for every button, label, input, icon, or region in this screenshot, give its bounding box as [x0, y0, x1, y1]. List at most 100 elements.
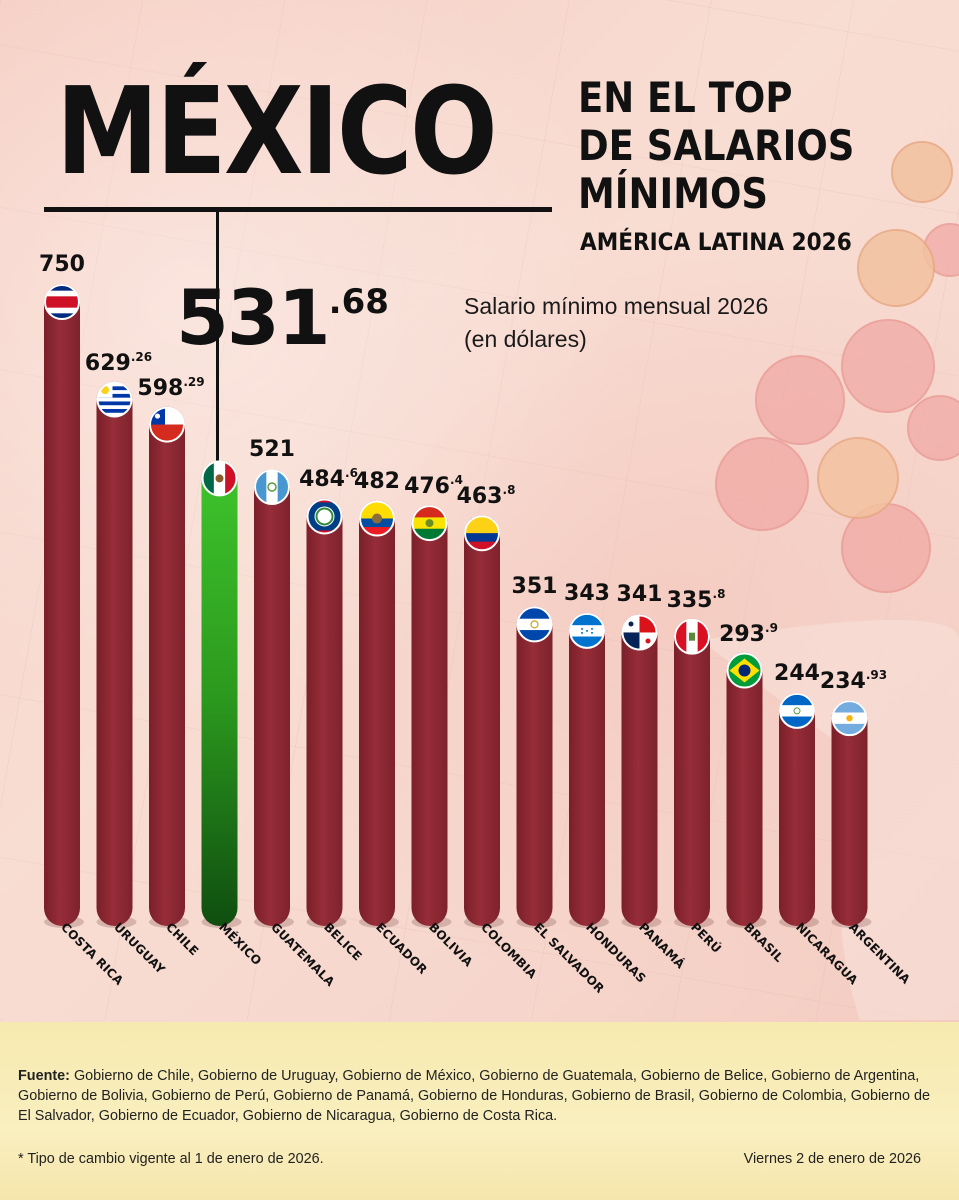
- mexico-value-integer: 531: [176, 273, 331, 362]
- flag-outline: [201, 460, 238, 497]
- bar-chart: 750 COSTA RICA 629.26 URUGUAY 598.29 CHILE MÉX…: [39, 252, 912, 996]
- value-label: 343: [564, 581, 610, 606]
- bar-group-9: [464, 515, 504, 928]
- flag-outline: [831, 700, 868, 737]
- subtitle: EN EL TOP DE SALARIOS MÍNIMOS: [578, 74, 854, 218]
- value-label-decimal: .9: [765, 620, 778, 635]
- flag-outline: [621, 614, 658, 651]
- bar-group-5: [254, 469, 294, 928]
- source-text: Fuente: Gobierno de Chile, Gobierno de U…: [18, 1066, 938, 1126]
- value-label-integer: 463: [456, 484, 503, 510]
- bar-group-12: [621, 614, 662, 928]
- value-label: 293.9: [719, 621, 778, 647]
- value-label-integer: 750: [39, 252, 85, 277]
- value-label: 351: [512, 574, 558, 599]
- source-list: Gobierno de Chile, Gobierno de Uruguay, …: [18, 1068, 930, 1124]
- el-salvador-flag-icon: [517, 607, 552, 642]
- value-label-decimal: .26: [130, 349, 153, 364]
- subtitle-line-1: EN EL TOP: [578, 73, 793, 122]
- value-label: 463.8: [457, 483, 516, 509]
- value-label-integer: 234: [819, 669, 866, 695]
- bar: [149, 406, 185, 926]
- value-label-integer: 521: [249, 437, 295, 463]
- value-label-integer: 482: [354, 468, 400, 494]
- mexico-value-decimal: .68: [328, 282, 389, 322]
- publication-date: Viernes 2 de enero de 2026: [743, 1151, 921, 1167]
- bar: [44, 284, 80, 926]
- exchange-rate-footnote: * Tipo de cambio vigente al 1 de enero d…: [18, 1151, 324, 1167]
- value-label-integer: 293: [719, 621, 766, 647]
- value-label: 234.93: [820, 668, 887, 694]
- value-label: 244: [774, 661, 820, 686]
- value-label-decimal: .29: [183, 374, 205, 389]
- value-label: 750: [39, 252, 85, 277]
- value-label: 484.6: [299, 466, 358, 492]
- flag-outline: [726, 652, 763, 689]
- subtitle-line-2: DE SALARIOS: [578, 121, 855, 170]
- flag-outline: [779, 692, 815, 729]
- value-label-decimal: .8: [712, 586, 726, 601]
- value-label-integer: 476: [404, 474, 451, 500]
- value-label: 482: [354, 469, 400, 494]
- bar: [674, 618, 710, 926]
- bar-group-16: [831, 700, 872, 928]
- bar-group-4: [201, 460, 242, 928]
- uruguay-flag-icon: [97, 382, 132, 417]
- flag-outline: [569, 612, 605, 649]
- bar-group-7: [359, 500, 399, 928]
- value-label-integer: 343: [564, 580, 610, 606]
- unit-note-line-2: (en dólares): [464, 326, 587, 352]
- nicaragua-flag-icon: [780, 693, 814, 728]
- flag-outline: [44, 284, 80, 320]
- bar: [201, 460, 238, 927]
- costa-rica-flag-icon: [45, 285, 79, 319]
- bar-group-6: [306, 498, 347, 928]
- value-label: 598.29: [137, 375, 204, 401]
- flag-outline: [516, 606, 553, 643]
- bar-group-10: [516, 606, 557, 928]
- bar: [726, 652, 763, 927]
- bar-chart-svg: [44, 284, 872, 928]
- bar: [779, 692, 815, 926]
- subtitle-line-3: MÍNIMOS: [578, 169, 769, 218]
- source-label: Fuente:: [18, 1068, 70, 1084]
- value-label: 521: [249, 437, 295, 462]
- chile-flag-icon: [150, 407, 184, 442]
- bar: [254, 469, 290, 926]
- bar: [96, 381, 133, 927]
- coins-background: [700, 141, 959, 1020]
- bar-group-3: [149, 406, 189, 928]
- honduras-flag-icon: [570, 613, 604, 648]
- bar-group-14: [726, 652, 767, 928]
- value-label-decimal: .4: [450, 473, 463, 488]
- flag-outline: [464, 515, 500, 552]
- mexico-highlight-value: 531 .68: [176, 278, 389, 358]
- bar-group-11: [569, 612, 609, 928]
- value-label: 341: [617, 582, 663, 607]
- value-label-integer: 629: [84, 350, 131, 376]
- value-label-integer: 341: [616, 582, 663, 608]
- bar: [411, 505, 448, 927]
- bar: [621, 614, 658, 927]
- bar: [359, 500, 395, 926]
- bar-group-15: [779, 692, 819, 928]
- region-label: AMÉRICA LATINA 2026: [580, 228, 852, 256]
- value-label-decimal: .6: [345, 466, 358, 481]
- bolivia-flag-icon: [412, 506, 447, 541]
- bar: [569, 612, 605, 926]
- bar-group-1: [44, 284, 84, 928]
- flag-outline: [359, 500, 395, 537]
- ecuador-flag-icon: [360, 501, 394, 536]
- value-label-decimal: .93: [865, 668, 888, 683]
- flag-outline: [674, 618, 710, 655]
- flag-outline: [96, 381, 133, 418]
- bar-group-8: [411, 505, 452, 928]
- bar: [516, 606, 553, 927]
- value-label-integer: 335: [666, 587, 713, 613]
- bar-group-2: [96, 381, 137, 928]
- page-title: MÉXICO: [56, 63, 498, 202]
- footer-band: [0, 1022, 959, 1200]
- value-label: 335.8: [667, 587, 726, 613]
- guatemala-flag-icon: [255, 470, 289, 505]
- title-underline: [44, 207, 552, 212]
